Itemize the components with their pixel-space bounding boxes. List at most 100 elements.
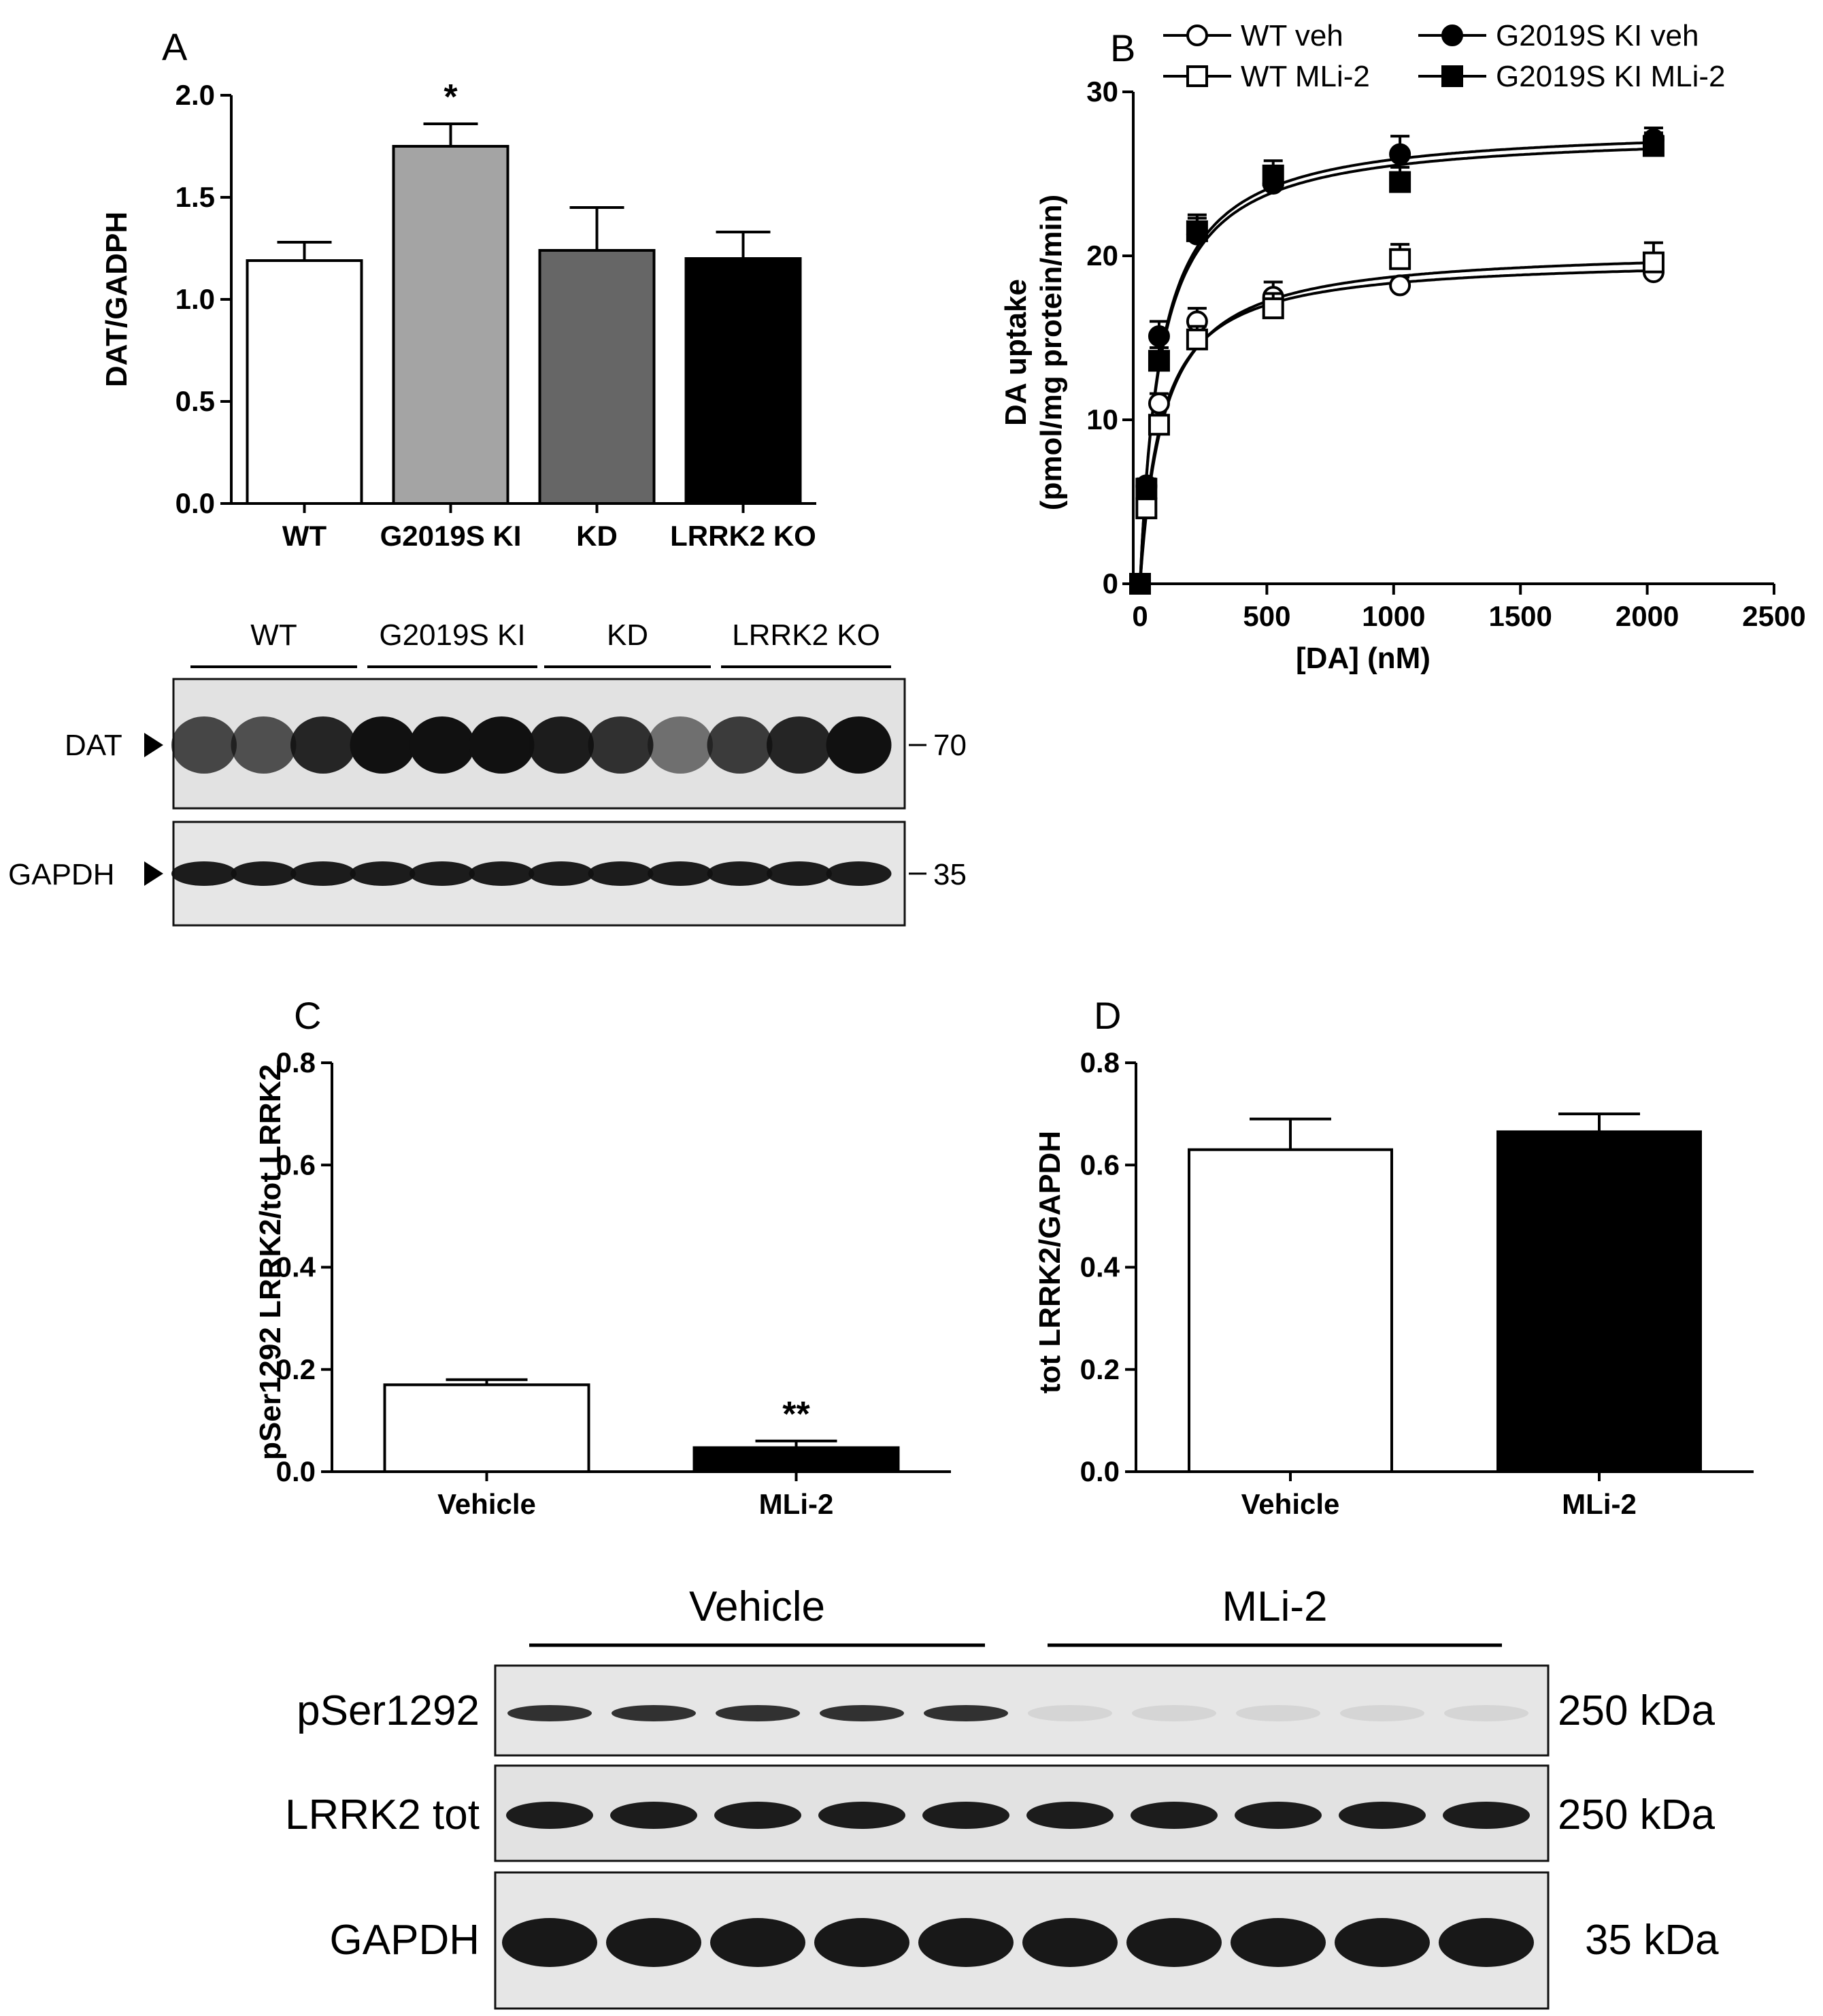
y-tick-label: 1.5 xyxy=(175,181,215,213)
blot-band xyxy=(1132,1705,1216,1721)
blot-band xyxy=(409,716,475,774)
y-tick-label: 0.6 xyxy=(1080,1149,1120,1180)
blot-a-marker-70: 70 xyxy=(933,729,967,762)
panel-c-bars: Vehicle MLi-2 ** xyxy=(383,1378,900,1520)
blot-band xyxy=(469,861,535,886)
y-tick-label: 2.0 xyxy=(175,79,215,111)
blot-band xyxy=(1235,1802,1322,1829)
blot-a-group-label: WT xyxy=(250,618,297,652)
x-tick-label: 2000 xyxy=(1616,600,1679,632)
panel-d-bars: Vehicle MLi-2 xyxy=(1188,1112,1702,1520)
panel-b-ylabel-line2: (pmol/mg protein/min) xyxy=(1035,195,1068,510)
blot-bottom-marker-1: 250 kDa xyxy=(1558,1687,1715,1734)
y-tick-label: 0.0 xyxy=(276,1455,316,1487)
blot-bottom: Vehicle MLi-2 pSer1292 LRRK2 tot GAPDH 25… xyxy=(285,1583,1719,2010)
legend-label: WT MLi-2 xyxy=(1241,60,1370,93)
data-point-wt-mli-2 xyxy=(1148,414,1170,436)
y-tick-label: 30 xyxy=(1086,76,1118,108)
blot-band xyxy=(1022,1918,1118,1967)
blot-band xyxy=(818,1802,905,1829)
x-tick-label: Vehicle xyxy=(437,1488,536,1520)
x-tick-label: Vehicle xyxy=(1241,1488,1340,1520)
data-point-g2019s-ki-veh xyxy=(1389,143,1411,165)
blot-band xyxy=(922,1802,1009,1829)
blot-band xyxy=(529,861,594,886)
blot-bottom-groups: Vehicle MLi-2 xyxy=(529,1583,1502,1647)
x-tick-label: MLi-2 xyxy=(1562,1488,1637,1520)
data-point-g2019s-ki-mli-2 xyxy=(1148,350,1170,372)
legend-marker xyxy=(1441,65,1463,87)
blot-band xyxy=(1028,1705,1112,1721)
blot-a-group-label: G2019S KI xyxy=(379,618,525,652)
blot-bottom-bands xyxy=(502,1705,1534,1967)
panel-a-letter: A xyxy=(162,25,188,68)
panel-a-ylabel: DAT/GADPH xyxy=(100,212,133,387)
blot-a-label-dat: DAT xyxy=(65,729,122,762)
blot-band xyxy=(1339,1802,1426,1829)
legend-label: WT veh xyxy=(1241,19,1343,52)
blot-band xyxy=(350,861,416,886)
x-tick-label: 500 xyxy=(1243,600,1290,632)
panel-a-bars: WT G2019S KI * KD LRRK2 KO xyxy=(246,78,816,552)
blot-a-group-label: LRRK2 KO xyxy=(732,618,880,652)
y-tick-label: 0.6 xyxy=(276,1149,316,1180)
bar-wt xyxy=(246,259,363,505)
blot-band xyxy=(529,716,594,774)
blot-band xyxy=(814,1918,909,1967)
panel-b-ticks: 0 10 20 30 0 500 1000 1500 2000 2500 xyxy=(1086,76,1805,632)
significance-marker: * xyxy=(444,78,458,117)
blot-band xyxy=(707,716,773,774)
blot-a: WT G2019S KI KD LRRK2 KO DAT GAPDH 70 35 xyxy=(8,618,967,927)
blot-bottom-label-lrrk2-tot: LRRK2 tot xyxy=(285,1791,480,1838)
significance-marker: ** xyxy=(782,1395,810,1434)
data-point-g2019s-ki-mli-2 xyxy=(1262,164,1284,186)
blot-band xyxy=(1444,1705,1528,1721)
blot-band xyxy=(469,716,535,774)
blot-bottom-group-label: MLi-2 xyxy=(1222,1583,1327,1630)
data-point-wt-mli-2 xyxy=(1389,248,1411,270)
x-tick-label: MLi-2 xyxy=(759,1488,834,1520)
blot-band xyxy=(716,1705,800,1721)
blot-band xyxy=(1443,1802,1530,1829)
blot-a-group-label: KD xyxy=(607,618,648,652)
blot-band xyxy=(231,716,297,774)
data-point-wt-mli-2 xyxy=(1642,251,1665,274)
legend-marker xyxy=(1441,24,1463,46)
blot-band xyxy=(612,1705,696,1721)
y-tick-label: 0.4 xyxy=(1080,1251,1120,1283)
x-tick-label: G2019S KI xyxy=(380,520,522,552)
arrow-right-icon xyxy=(144,733,163,757)
data-point-g2019s-ki-mli-2 xyxy=(1186,220,1208,242)
blot-band xyxy=(648,861,713,886)
data-point-g2019s-ki-mli-2 xyxy=(1135,478,1158,500)
x-tick-label: WT xyxy=(282,520,327,552)
blot-band xyxy=(350,716,416,774)
legend-label: G2019S KI MLi-2 xyxy=(1496,60,1726,93)
blot-band xyxy=(820,1705,904,1721)
blot-band xyxy=(1439,1918,1534,1967)
blot-band xyxy=(714,1802,801,1829)
blot-band xyxy=(1340,1705,1424,1721)
blot-band xyxy=(1236,1705,1320,1721)
panel-d-chart: D tot LRRK2/GAPDH 0.0 0.2 0.4 0.6 0.8 Vehicl… xyxy=(1033,994,1754,1520)
blot-band xyxy=(231,861,297,886)
blot-band xyxy=(409,861,475,886)
fit-curve-4 xyxy=(1139,147,1654,584)
blot-band xyxy=(606,1918,701,1967)
blot-band xyxy=(1131,1802,1218,1829)
data-point-wt-mli-2 xyxy=(1186,328,1208,350)
panel-c-letter: C xyxy=(294,994,321,1037)
blot-band xyxy=(1026,1802,1114,1829)
bar-mli-2 xyxy=(1496,1130,1702,1473)
y-tick-label: 0.0 xyxy=(1080,1455,1120,1487)
panel-b-ylabel-line1: DA uptake xyxy=(999,279,1033,426)
blot-band xyxy=(826,716,892,774)
panel-a-yticks: 0.0 0.5 1.0 1.5 2.0 xyxy=(175,79,231,519)
y-tick-label: 0.0 xyxy=(175,487,215,519)
blot-band xyxy=(1231,1918,1326,1967)
blot-bottom-marker-2: 250 kDa xyxy=(1558,1791,1715,1838)
blot-band xyxy=(826,861,892,886)
y-tick-label: 0 xyxy=(1103,567,1118,599)
x-tick-label: 1000 xyxy=(1362,600,1425,632)
bar-lrrk2-ko xyxy=(684,257,802,505)
